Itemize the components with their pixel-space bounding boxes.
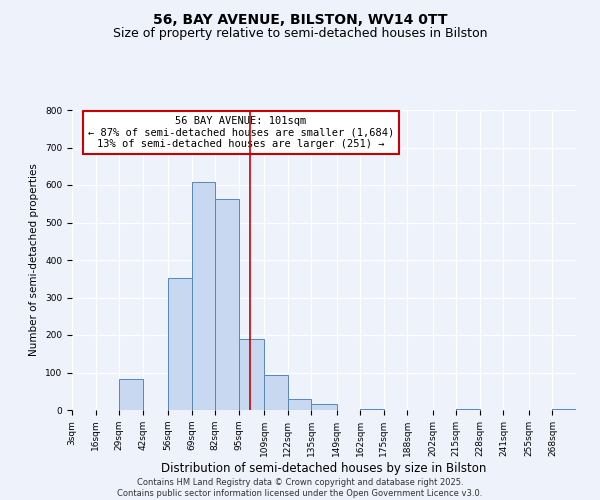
Bar — [239, 339, 264, 410]
Text: Contains HM Land Registry data © Crown copyright and database right 2025.
Contai: Contains HM Land Registry data © Crown c… — [118, 478, 482, 498]
Bar — [288, 399, 311, 410]
Text: 56 BAY AVENUE: 101sqm
← 87% of semi-detached houses are smaller (1,684)
13% of s: 56 BAY AVENUE: 101sqm ← 87% of semi-deta… — [88, 116, 394, 149]
Bar — [191, 182, 215, 410]
Text: Size of property relative to semi-detached houses in Bilston: Size of property relative to semi-detach… — [113, 28, 487, 40]
Bar — [457, 408, 480, 410]
Y-axis label: Number of semi-detached properties: Number of semi-detached properties — [29, 164, 40, 356]
Bar — [264, 375, 288, 410]
Bar — [553, 409, 576, 410]
X-axis label: Distribution of semi-detached houses by size in Bilston: Distribution of semi-detached houses by … — [161, 462, 487, 474]
Bar — [360, 409, 384, 410]
Bar — [168, 278, 191, 410]
Bar — [215, 199, 239, 410]
Bar — [311, 404, 337, 410]
Text: 56, BAY AVENUE, BILSTON, WV14 0TT: 56, BAY AVENUE, BILSTON, WV14 0TT — [153, 12, 447, 26]
Bar — [119, 379, 143, 410]
